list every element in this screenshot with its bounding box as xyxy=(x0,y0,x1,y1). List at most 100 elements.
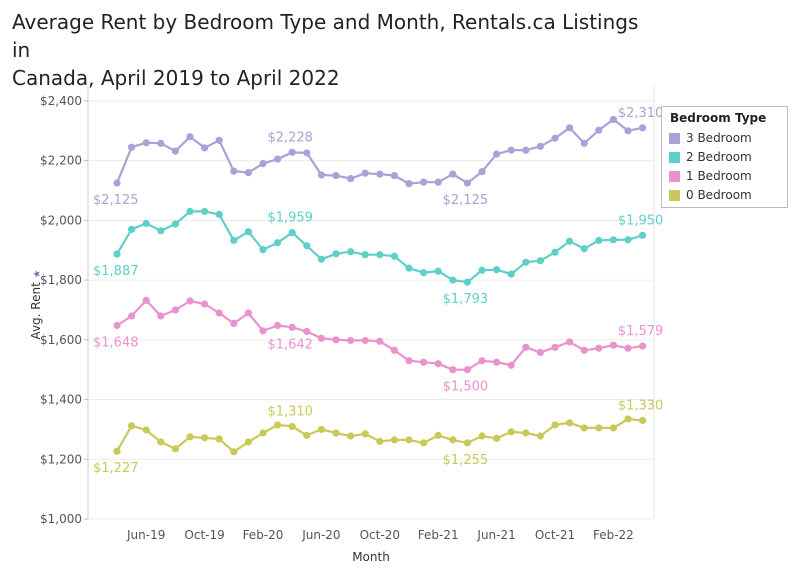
data-point-3-bedroom xyxy=(580,139,588,147)
data-point-3-bedroom xyxy=(624,127,632,135)
data-point-2-bedroom xyxy=(536,257,545,265)
data-point-3-bedroom xyxy=(390,171,398,180)
data-point-2-bedroom xyxy=(128,225,136,233)
data-point-0-bedroom xyxy=(186,433,194,441)
data-point-0-bedroom xyxy=(639,416,647,425)
data-point-2-bedroom xyxy=(244,228,252,236)
data-point-2-bedroom xyxy=(376,251,384,259)
data-label: $1,959 xyxy=(267,211,313,226)
data-label: $2,228 xyxy=(267,130,313,145)
data-point-3-bedroom xyxy=(113,179,121,187)
legend-label-1-bedroom: 1 Bedroom xyxy=(686,169,752,183)
data-point-0-bedroom xyxy=(157,438,165,446)
legend-item-3-bedroom[interactable]: 3 Bedroom xyxy=(669,129,752,147)
data-point-2-bedroom xyxy=(390,252,398,260)
series-line-0-bedroom xyxy=(116,417,643,453)
x-tick-label: Jun-20 xyxy=(301,528,340,542)
legend-label-0-bedroom: 0 Bedroom xyxy=(686,188,752,202)
data-point-2-bedroom xyxy=(347,248,355,256)
data-point-2-bedroom xyxy=(580,245,588,253)
chart-title-line-1: Average Rent by Bedroom Type and Month, … xyxy=(12,10,639,62)
data-point-2-bedroom xyxy=(478,266,486,274)
x-tick-label: Jun-21 xyxy=(476,528,515,542)
data-point-0-bedroom xyxy=(420,439,428,447)
data-label: $1,579 xyxy=(618,324,664,339)
data-point-0-bedroom xyxy=(113,447,121,455)
data-point-3-bedroom xyxy=(551,134,559,142)
data-point-0-bedroom xyxy=(317,425,325,434)
data-point-2-bedroom xyxy=(230,236,238,244)
data-point-1-bedroom xyxy=(288,323,296,331)
data-point-0-bedroom xyxy=(303,431,311,439)
data-point-3-bedroom xyxy=(201,144,209,152)
data-point-0-bedroom xyxy=(128,422,136,430)
data-point-2-bedroom xyxy=(186,207,194,216)
data-label: $2,125 xyxy=(93,193,139,208)
x-tick-label: Feb-22 xyxy=(593,528,634,542)
data-point-3-bedroom xyxy=(171,147,179,155)
data-point-2-bedroom xyxy=(595,236,603,244)
data-point-1-bedroom xyxy=(317,334,325,342)
data-point-3-bedroom xyxy=(186,133,194,141)
data-point-1-bedroom xyxy=(522,343,530,351)
data-point-1-bedroom xyxy=(259,327,267,335)
data-point-2-bedroom xyxy=(405,264,413,272)
data-point-2-bedroom xyxy=(434,267,442,275)
legend-item-0-bedroom[interactable]: 0 Bedroom xyxy=(669,186,752,204)
data-point-2-bedroom xyxy=(361,251,369,259)
data-point-0-bedroom xyxy=(522,429,530,437)
data-point-3-bedroom xyxy=(478,168,486,176)
data-point-2-bedroom xyxy=(639,231,647,239)
y-tick-label: $1,400 xyxy=(40,393,82,407)
data-label: $1,255 xyxy=(443,453,489,468)
data-point-0-bedroom xyxy=(142,426,150,434)
data-point-0-bedroom xyxy=(332,429,340,437)
data-point-1-bedroom xyxy=(376,337,384,345)
data-point-0-bedroom xyxy=(215,435,223,443)
x-axis-title: Month xyxy=(352,550,390,564)
data-point-1-bedroom xyxy=(186,297,194,305)
data-point-1-bedroom xyxy=(113,321,121,330)
data-point-1-bedroom xyxy=(215,309,223,317)
data-point-2-bedroom xyxy=(201,207,209,216)
data-point-1-bedroom xyxy=(303,327,311,336)
data-point-2-bedroom xyxy=(449,276,457,284)
data-point-1-bedroom xyxy=(128,312,136,320)
data-point-3-bedroom xyxy=(347,174,355,183)
data-point-0-bedroom xyxy=(609,424,618,432)
data-point-1-bedroom xyxy=(157,312,165,320)
legend-item-1-bedroom[interactable]: 1 Bedroom xyxy=(669,167,752,185)
data-point-3-bedroom xyxy=(259,160,267,168)
data-point-2-bedroom xyxy=(303,242,311,250)
legend-swatch-3-bedroom xyxy=(669,132,680,144)
data-point-3-bedroom xyxy=(332,171,340,180)
data-point-2-bedroom xyxy=(215,210,223,219)
series-line-1-bedroom xyxy=(116,299,643,371)
data-point-3-bedroom xyxy=(434,178,442,186)
data-label: $1,648 xyxy=(93,335,139,350)
data-point-0-bedroom xyxy=(434,431,442,439)
legend-swatch-0-bedroom xyxy=(669,189,680,201)
data-point-2-bedroom xyxy=(171,220,179,228)
data-point-3-bedroom xyxy=(157,139,165,147)
data-point-2-bedroom xyxy=(259,246,267,254)
data-point-3-bedroom xyxy=(536,142,545,150)
data-point-0-bedroom xyxy=(230,448,238,456)
data-point-2-bedroom xyxy=(551,248,559,256)
data-point-0-bedroom xyxy=(405,436,413,444)
data-point-1-bedroom xyxy=(507,361,515,369)
data-point-0-bedroom xyxy=(580,424,588,432)
data-point-0-bedroom xyxy=(274,421,282,429)
legend-item-2-bedroom[interactable]: 2 Bedroom xyxy=(669,148,752,166)
data-point-1-bedroom xyxy=(463,366,471,374)
data-point-2-bedroom xyxy=(157,227,165,235)
data-point-1-bedroom xyxy=(536,348,545,356)
data-point-3-bedroom xyxy=(522,146,530,154)
data-point-1-bedroom xyxy=(171,306,179,314)
data-point-1-bedroom xyxy=(347,336,355,345)
y-tick-label: $1,600 xyxy=(40,333,82,347)
legend-title: Bedroom Type xyxy=(670,111,767,125)
data-point-1-bedroom xyxy=(580,346,588,354)
data-point-3-bedroom xyxy=(361,169,369,177)
